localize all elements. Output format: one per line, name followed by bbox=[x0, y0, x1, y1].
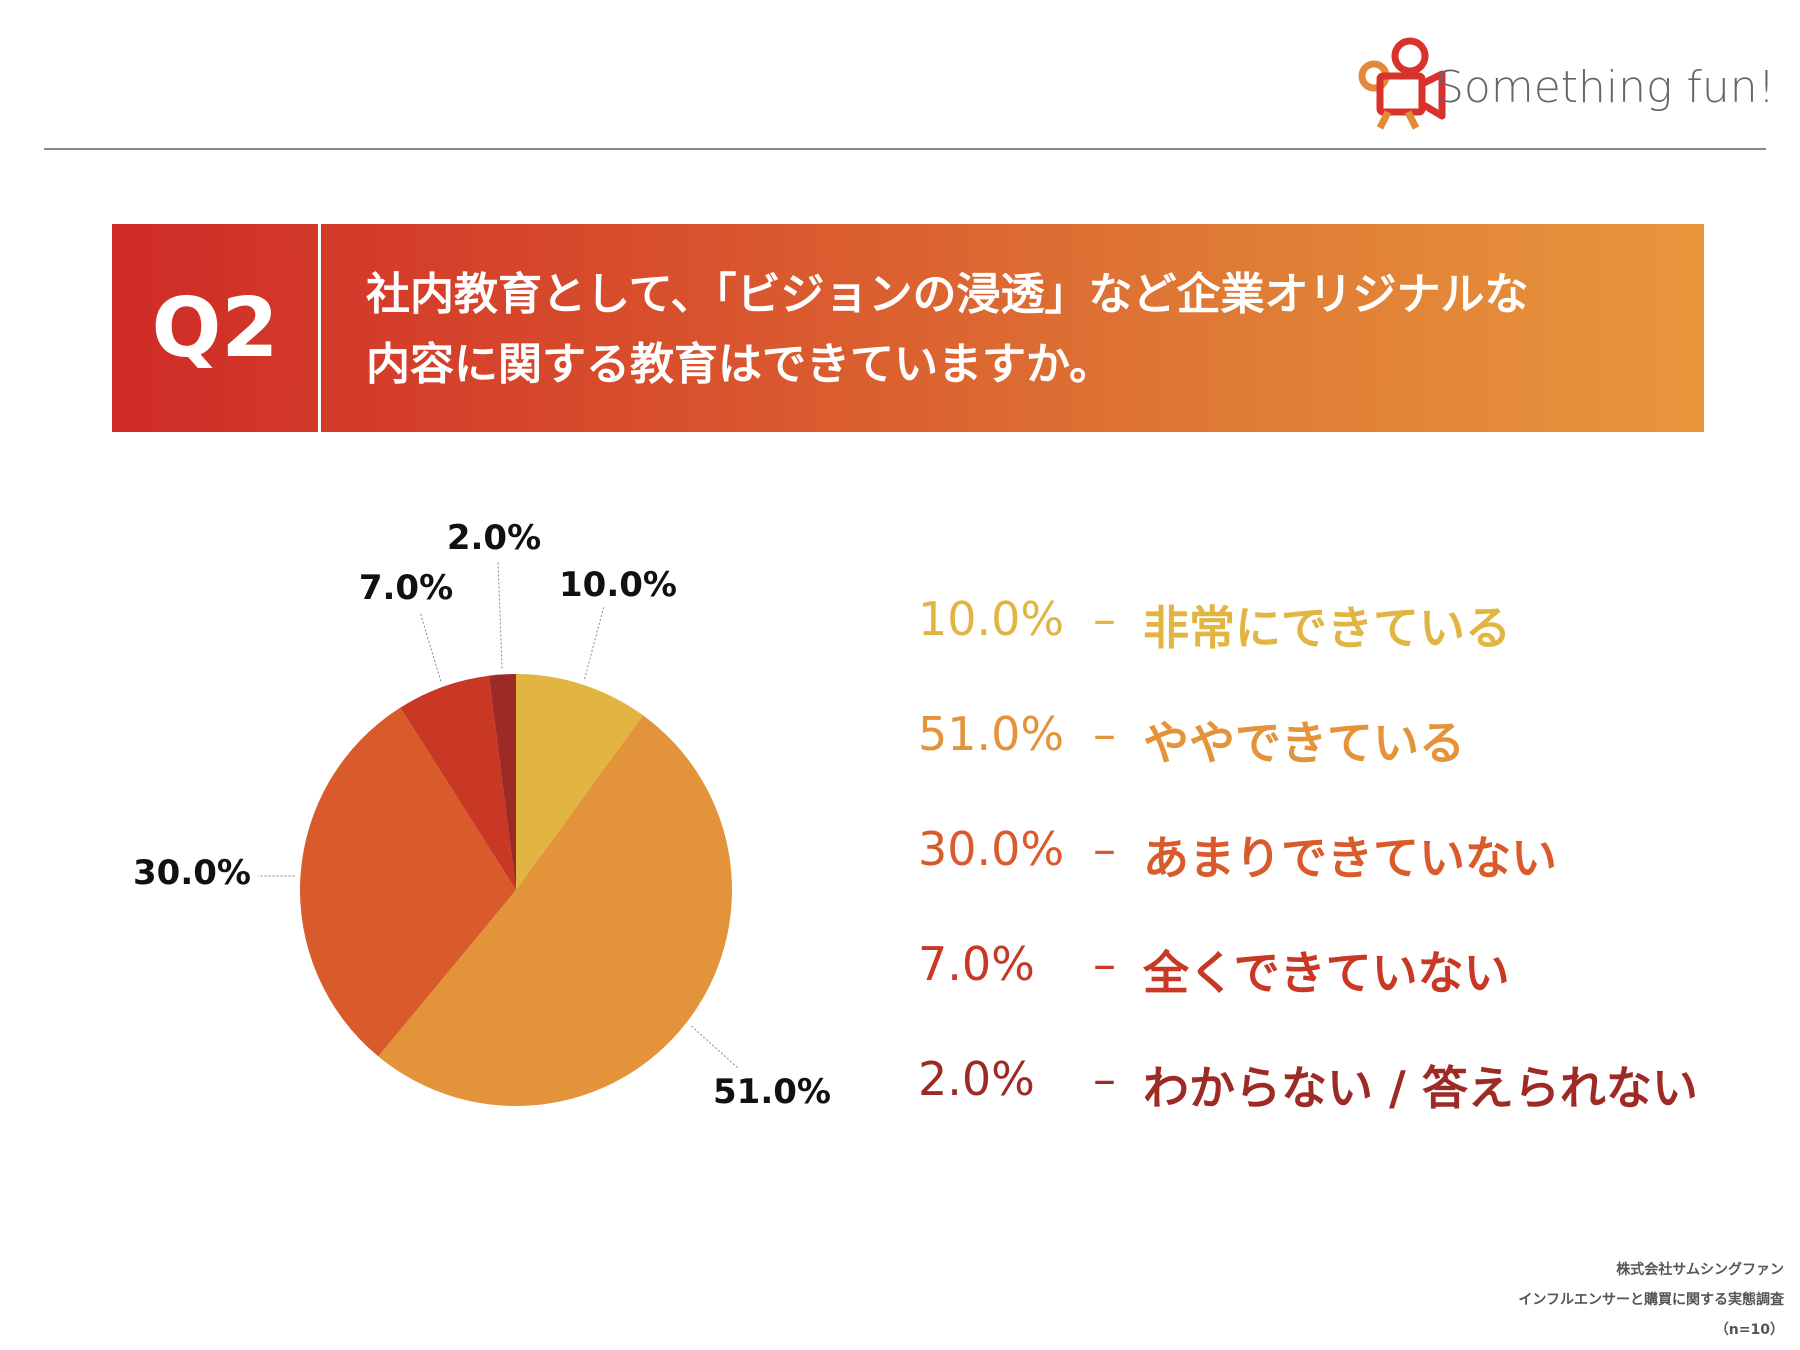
legend-value: 30.0% bbox=[918, 822, 1065, 876]
pie-slices bbox=[299, 674, 732, 1106]
legend-dash: – bbox=[1093, 592, 1116, 646]
legend-item-not-at-all: 7.0% – 全くできていない bbox=[918, 937, 1778, 1052]
footer: 株式会社サムシングファン インフルエンサーと購買に関する実態調査 （n=10） bbox=[1518, 1255, 1784, 1345]
legend-dash: – bbox=[1093, 937, 1116, 991]
pie-value-label: 10.0% bbox=[559, 565, 677, 605]
pie-slice bbox=[400, 675, 516, 890]
pie-value-label: 51.0% bbox=[713, 1072, 831, 1112]
pie-value-label: 7.0% bbox=[359, 568, 453, 608]
footer-company: 株式会社サムシングファン bbox=[1616, 1262, 1784, 1278]
pie-leader-line bbox=[497, 561, 503, 669]
footer-survey-title: インフルエンサーと購買に関する実態調査 bbox=[1518, 1292, 1784, 1308]
legend: 10.0% – 非常にできている 51.0% – ややできている 30.0% –… bbox=[918, 592, 1778, 1167]
legend-dash: – bbox=[1093, 1052, 1116, 1106]
legend-label: 全くできていない bbox=[1143, 946, 1510, 1000]
legend-dash: – bbox=[1093, 822, 1116, 876]
pie-slice bbox=[516, 674, 643, 890]
pie-leader-lines bbox=[257, 561, 739, 1069]
question-number: Q2 bbox=[151, 280, 279, 376]
legend-label: 非常にできている bbox=[1143, 601, 1511, 655]
legend-item-unknown: 2.0% – わからない / 答えられない bbox=[918, 1052, 1778, 1167]
pie-leader-line bbox=[419, 611, 442, 682]
pie-slice bbox=[378, 715, 732, 1106]
banner-separator bbox=[318, 224, 321, 432]
question-banner: Q2 社内教育として、「ビジョンの浸透」など企業オリジナルな 内容に関する教育は… bbox=[112, 224, 1704, 432]
legend-label: わからない / 答えられない bbox=[1143, 1061, 1698, 1115]
pie-leader-line bbox=[584, 605, 605, 679]
pie-slice bbox=[488, 674, 516, 890]
legend-item-not-much: 30.0% – あまりできていない bbox=[918, 822, 1778, 937]
legend-dash: – bbox=[1093, 707, 1116, 761]
question-text: 社内教育として、「ビジョンの浸透」など企業オリジナルな 内容に関する教育はできて… bbox=[366, 260, 1686, 400]
brand-logo bbox=[1358, 37, 1446, 130]
legend-label: ややできている bbox=[1143, 716, 1465, 770]
legend-value: 10.0% bbox=[918, 592, 1065, 646]
pie-value-label: 30.0% bbox=[133, 853, 251, 893]
camera-logo-icon bbox=[1358, 37, 1446, 130]
pie-value-label: 2.0% bbox=[447, 518, 541, 558]
footer-sample-size: （n=10） bbox=[1714, 1322, 1784, 1338]
legend-value: 7.0% bbox=[918, 937, 1035, 991]
brand-logo-text: Something fun! bbox=[1436, 62, 1776, 113]
question-line-1: 社内教育として、「ビジョンの浸透」など企業オリジナルな bbox=[366, 269, 1529, 320]
legend-item-very-well: 10.0% – 非常にできている bbox=[918, 592, 1778, 707]
pie-leader-line bbox=[691, 1025, 739, 1069]
legend-value: 2.0% bbox=[918, 1052, 1035, 1106]
question-line-2: 内容に関する教育はできていますか。 bbox=[366, 339, 1114, 390]
pie-slice bbox=[299, 707, 516, 1057]
legend-label: あまりできていない bbox=[1143, 831, 1557, 885]
pie-value-labels: 10.0% 51.0% 30.0% 7.0% 2.0% bbox=[133, 518, 831, 1112]
legend-item-somewhat: 51.0% – ややできている bbox=[918, 707, 1778, 822]
legend-value: 51.0% bbox=[918, 707, 1065, 761]
header-divider bbox=[44, 148, 1766, 150]
